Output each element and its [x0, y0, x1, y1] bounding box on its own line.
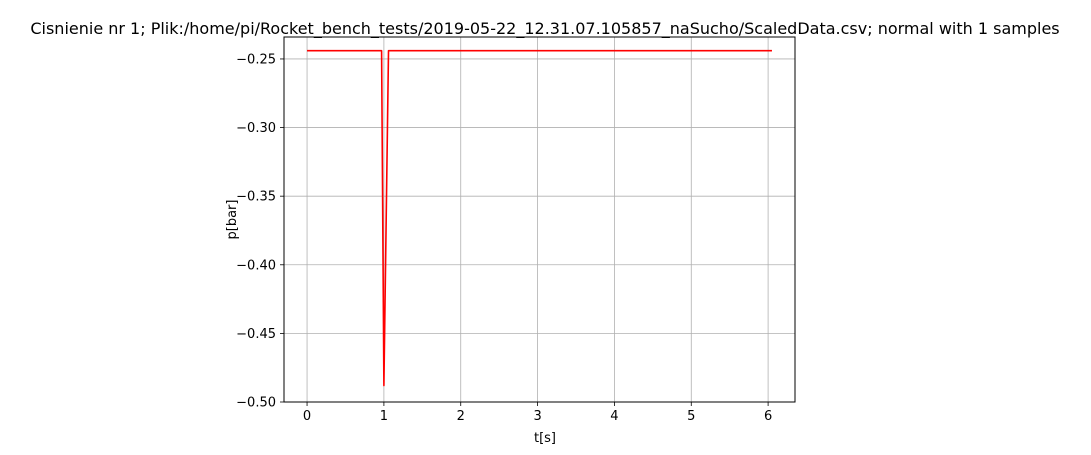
x-tick-label: 2: [457, 409, 465, 424]
x-tick-label: 1: [380, 409, 388, 424]
x-axis: 0 1 2 3 4 5 6: [303, 402, 772, 424]
x-tick-label: 3: [533, 409, 541, 424]
x-tick-label: 4: [610, 409, 618, 424]
y-tick-label: −0.40: [236, 258, 276, 273]
y-tick-label: −0.35: [236, 190, 276, 205]
y-tick-label: −0.45: [236, 327, 276, 342]
y-tick-label: −0.30: [236, 121, 276, 136]
x-tick-label: 5: [687, 409, 695, 424]
series-layer: [307, 49, 772, 387]
plot-frame: [283, 36, 796, 403]
grid: [284, 37, 795, 403]
x-tick-label: 0: [303, 409, 311, 424]
y-tick-label: −0.25: [236, 52, 276, 67]
chart-title: Cisnienie nr 1; Plik:/home/pi/Rocket_ben…: [30, 19, 1059, 39]
pressure-series-line: [307, 49, 772, 387]
x-tick-label: 6: [764, 409, 772, 424]
x-axis-label: t[s]: [534, 431, 556, 446]
y-tick-label: −0.50: [236, 396, 276, 411]
y-axis: −0.25 −0.30 −0.35 −0.40 −0.45 −0.50: [236, 52, 284, 411]
y-axis-label: p[bar]: [225, 200, 240, 240]
